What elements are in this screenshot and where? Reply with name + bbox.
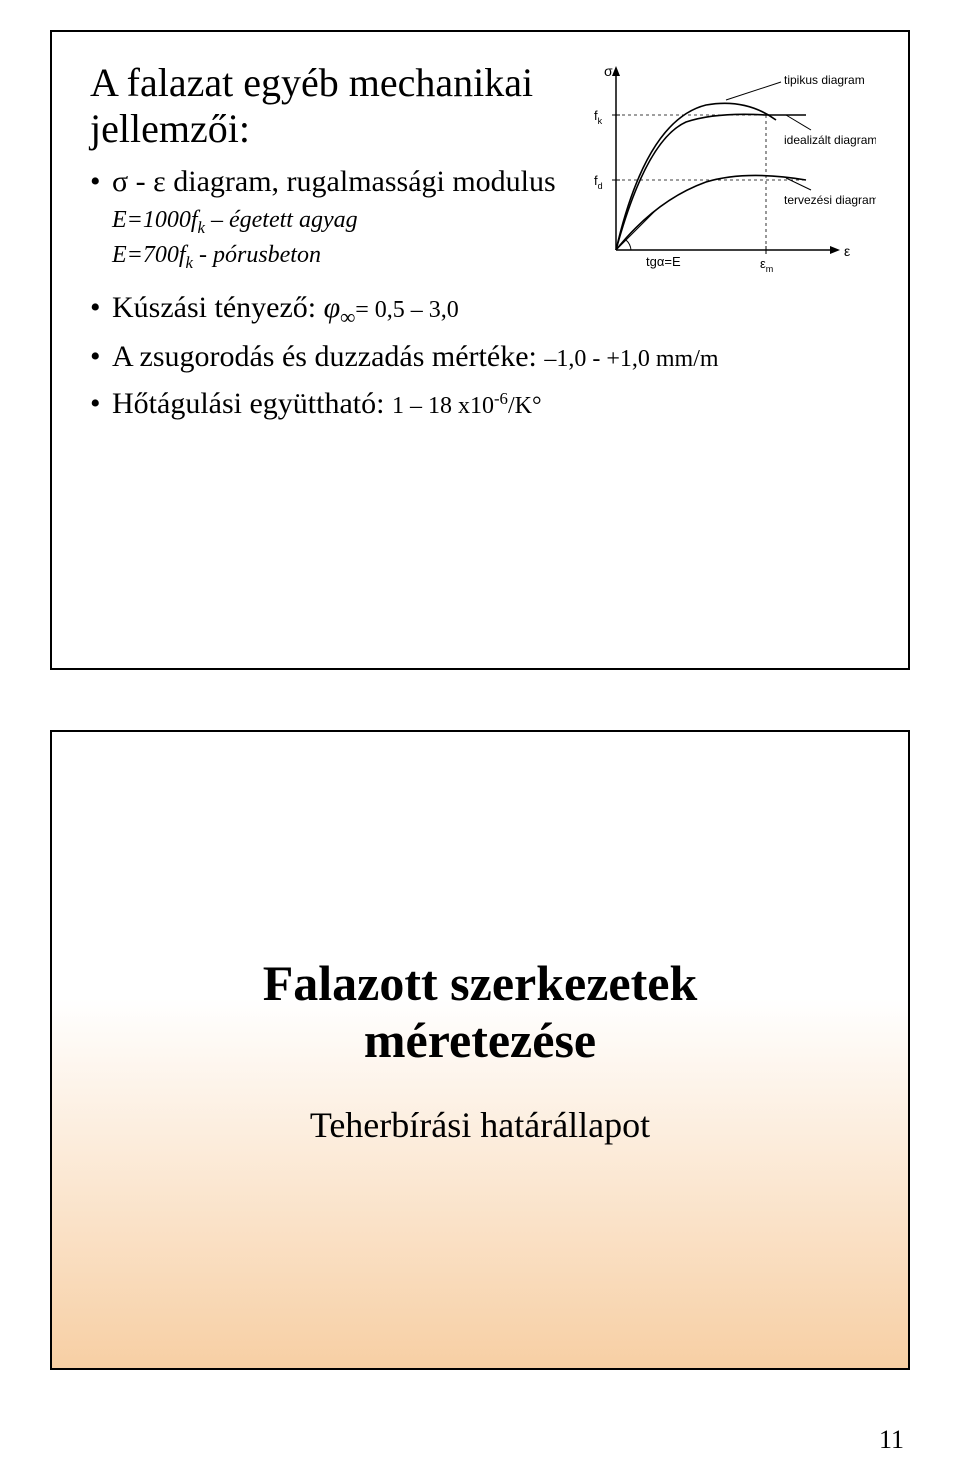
slide-2: Falazott szerkezetek méretezése Teherbír… (50, 730, 910, 1370)
b1-sub1-k: k (198, 217, 205, 236)
stress-strain-diagram: σ ε fk fd εm (576, 60, 876, 280)
b1-sub2-suffix: - pórusbeton (193, 242, 321, 268)
b4-val-b: /K° (508, 393, 542, 419)
bullet-1: σ - ε diagram, rugalmassági modulus E=10… (90, 162, 558, 274)
b1-sub2-k: k (186, 253, 193, 272)
slide-2-content: Falazott szerkezetek méretezése Teherbír… (52, 732, 908, 1368)
slide-2-title-line2: méretezése (364, 1012, 596, 1068)
bullet-4: Hőtágulási együttható: 1 – 18 x10-6/K° (90, 384, 876, 425)
title-line-2: jellemzői: (90, 106, 250, 151)
slide-1-content: A falazat egyéb mechanikai jellemzői: σ … (52, 32, 908, 458)
bullet-1-sub1: E=1000fk – égetett agyag (112, 205, 558, 239)
x-axis-label: ε (844, 243, 850, 259)
diagram-column: σ ε fk fd εm (576, 60, 876, 280)
curve-idealizalt (616, 114, 806, 250)
phi-infinity: ∞ (340, 305, 355, 329)
tick-fk: fk (594, 108, 603, 126)
b4-val-exp: -6 (494, 389, 508, 408)
title-column: A falazat egyéb mechanikai jellemzői: σ … (90, 60, 558, 280)
b1-sub1-suffix: – égetett agyag (205, 207, 358, 233)
bullet-2-label: Kúszási tényező: (112, 291, 324, 324)
bullet-1-main: σ - ε diagram, rugalmassági modulus (112, 165, 556, 198)
b1-sub2-prefix: E=700f (112, 242, 186, 268)
bullet-2: Kúszási tényező: φ∞= 0,5 – 3,0 (90, 288, 876, 331)
bullet-1-sub2: E=700fk - pórusbeton (112, 240, 558, 274)
diagram-svg: σ ε fk fd εm (576, 60, 876, 280)
slide-1-top-row: A falazat egyéb mechanikai jellemzői: σ … (90, 60, 876, 280)
bullet-3-label: A zsugorodás és duzzadás mértéke: (112, 340, 544, 373)
slide-2-title-line1: Falazott szerkezetek (263, 955, 698, 1011)
legend-tervezesi: tervezési diagram (784, 193, 876, 207)
b4-val-a: 1 – 18 x10 (392, 393, 494, 419)
bullet-list-top: σ - ε diagram, rugalmassági modulus E=10… (90, 162, 558, 274)
y-axis-label: σ (604, 63, 613, 79)
tick-em: εm (760, 256, 773, 274)
legend-tipikus: tipikus diagram (784, 73, 865, 87)
bullet-list-bottom: Kúszási tényező: φ∞= 0,5 – 3,0 A zsugoro… (90, 288, 876, 424)
bullet-3-value: –1,0 - +1,0 mm/m (544, 346, 718, 372)
slide-1-title: A falazat egyéb mechanikai jellemzői: (90, 60, 558, 152)
legend-idealizalt: idealizált diagram (784, 133, 876, 147)
bullet-4-value: 1 – 18 x10-6/K° (392, 393, 542, 419)
phi-symbol: φ (324, 291, 341, 324)
curve-tervezesi (616, 175, 806, 250)
curve-tipikus (616, 103, 776, 250)
bullet-4-label: Hőtágulási együttható: (112, 387, 392, 420)
bullet-2-value: = 0,5 – 3,0 (355, 297, 459, 323)
slide-2-title: Falazott szerkezetek méretezése (263, 955, 698, 1070)
b1-sub1-prefix: E=1000f (112, 207, 198, 233)
slide-2-subtitle: Teherbírási határállapot (310, 1104, 650, 1146)
page-number: 11 (879, 1425, 904, 1455)
title-line-1: A falazat egyéb mechanikai (90, 60, 533, 105)
tick-fd: fd (594, 173, 603, 191)
slide-1: A falazat egyéb mechanikai jellemzői: σ … (50, 30, 910, 670)
bullet-3: A zsugorodás és duzzadás mértéke: –1,0 -… (90, 337, 876, 378)
page: A falazat egyéb mechanikai jellemzői: σ … (0, 0, 960, 1475)
tg-alpha-label: tgα=E (646, 254, 681, 269)
